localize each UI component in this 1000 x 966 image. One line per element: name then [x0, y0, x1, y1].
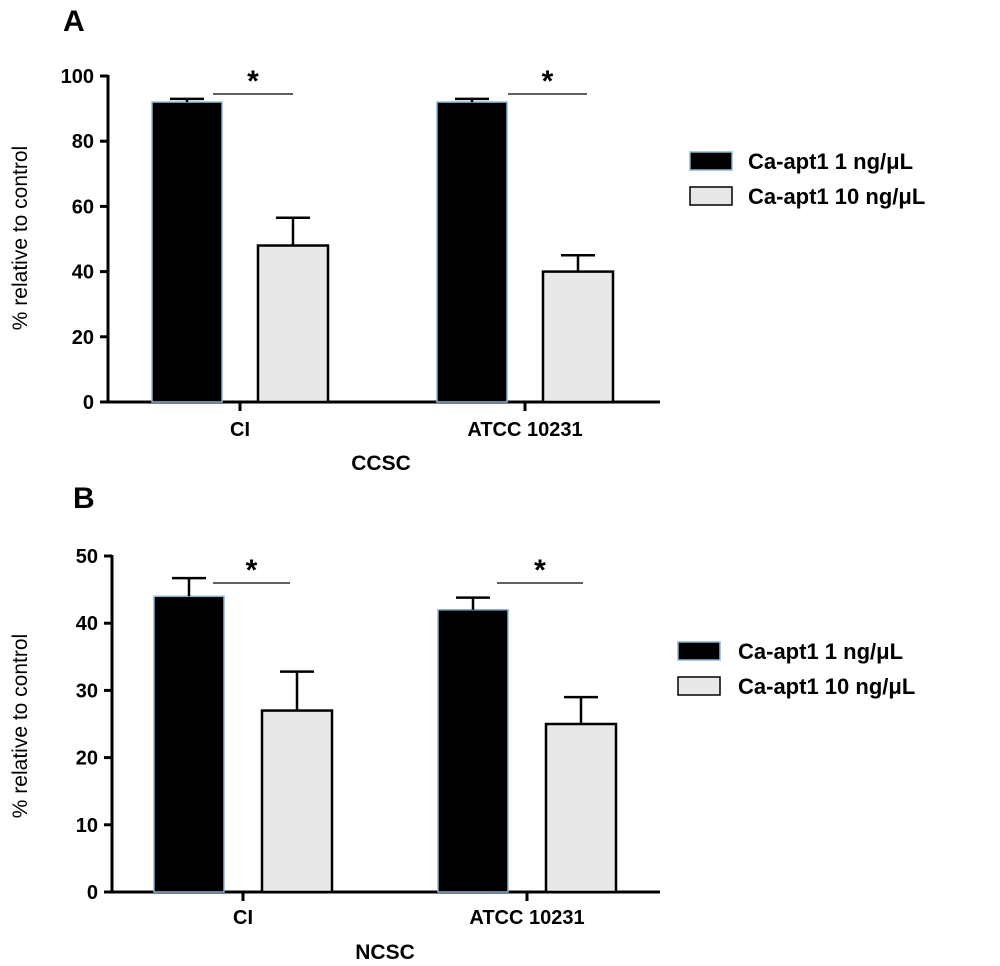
- panel-b-x-tick-label-1: ATCC 10231: [469, 907, 584, 929]
- panel-a-y-tick-label-5: 100: [61, 66, 94, 88]
- panel-b-y-tick-label-1: 10: [76, 815, 98, 837]
- panel-b-legend-swatch-1: [677, 641, 721, 661]
- panel-a-sig-star-0: *: [247, 65, 259, 98]
- panel-b-y-tick-label-3: 30: [76, 680, 98, 702]
- panel-a-y-tick-label-4: 80: [72, 131, 94, 153]
- panel-b-sig-star-1: *: [534, 554, 546, 587]
- panel-b-y-tick-label-4: 40: [76, 613, 98, 635]
- panel-a-legend-label-2: Ca-apt1 10 ng/μL: [748, 184, 925, 209]
- panel-a-legend-label-1: Ca-apt1 1 ng/μL: [748, 149, 913, 174]
- panel-a-y-tick-label-3: 60: [72, 196, 94, 218]
- panel-b-plot: 0 10 20 30 40 50 CI * ATCC 10231 *: [76, 546, 660, 929]
- panel-a-y-tick-label-2: 40: [72, 262, 94, 284]
- panel-a-label: A: [63, 5, 85, 38]
- panel-b-legend-label-1: Ca-apt1 1 ng/μL: [738, 639, 903, 664]
- panel-b-bar-1-0: [437, 609, 509, 893]
- panel-a-y-tick-label-0: 0: [83, 392, 94, 414]
- panel-b-bar-0-1: [260, 709, 334, 894]
- panel-a-legend-swatch-1: [689, 151, 733, 171]
- panel-a-legend: Ca-apt1 1 ng/μL Ca-apt1 10 ng/μL: [689, 149, 925, 209]
- panel-a-bar-0-0: [151, 101, 223, 403]
- panel-a-legend-swatch-2: [689, 186, 733, 206]
- panel-a-bar-0-1: [256, 244, 330, 404]
- panel-b-legend-swatch-2: [677, 676, 721, 696]
- panel-b-y-tick-label-5: 50: [76, 546, 98, 568]
- panel-a-x-title: CCSC: [351, 452, 411, 475]
- panel-a-bar-1-1: [541, 270, 615, 404]
- panel-b-x-tick-label-0: CI: [233, 907, 253, 929]
- panel-b-bar-1-1: [544, 722, 618, 894]
- panel-a-x-tick-label-0: CI: [230, 419, 250, 441]
- panel-a-plot: 0 20 40 60 80 100 CI * ATCC 10231 *: [61, 65, 660, 441]
- panel-b-label: B: [73, 482, 95, 515]
- panel-b-y-title: % relative to control: [9, 634, 32, 818]
- panel-b-sig-star-0: *: [246, 554, 258, 587]
- panel-b-bar-0-0: [153, 595, 225, 893]
- panel-b-x-title: NCSC: [355, 941, 415, 964]
- panel-a-sig-star-1: *: [542, 65, 554, 98]
- panel-a-y-title: % relative to control: [9, 146, 32, 330]
- panel-b-y-tick-label-2: 20: [76, 748, 98, 770]
- panel-b-legend: Ca-apt1 1 ng/μL Ca-apt1 10 ng/μL: [677, 639, 915, 699]
- panel-b-legend-label-2: Ca-apt1 10 ng/μL: [738, 674, 915, 699]
- panel-a-x-tick-label-1: ATCC 10231: [467, 419, 582, 441]
- panel-a-bar-1-0: [436, 101, 508, 403]
- panel-a-y-tick-label-1: 20: [72, 327, 94, 349]
- panel-b-y-tick-label-0: 0: [87, 882, 98, 904]
